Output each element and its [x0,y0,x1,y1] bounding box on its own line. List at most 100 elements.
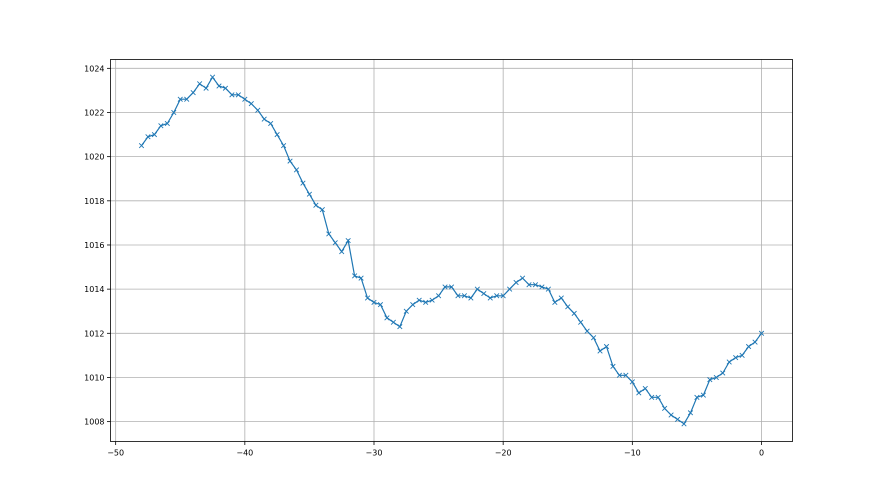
data-point-marker [649,394,655,400]
data-point-marker [197,81,203,87]
y-tick-label: 1016 [84,241,104,250]
data-point-marker [694,394,700,400]
y-tick-label: 1022 [84,108,104,117]
data-point-marker [758,330,765,336]
data-point-marker [655,394,661,400]
axes-frame [110,59,793,442]
data-point-marker [203,85,209,91]
data-point-marker [526,282,532,288]
data-point-marker [339,248,345,255]
data-point-marker [532,282,539,288]
x-tick-label: −50 [107,449,124,458]
data-point-marker [674,416,681,423]
data-point-marker [455,293,461,299]
y-tick-label: 1012 [84,329,104,338]
data-point-marker [752,339,758,345]
data-point-marker [578,319,584,325]
x-axis: −50 −40 −30 −20 −10 0 [107,441,764,458]
data-point-marker [300,180,306,186]
data-point-marker [597,348,603,354]
data-point-marker [435,293,442,299]
data-point-marker [552,299,558,306]
y-axis: 1008 1010 1012 1014 1016 1018 1020 1022 1024 [84,64,111,427]
data-point-marker [662,405,668,411]
data-point-marker [229,92,235,98]
data-point-marker [319,207,325,213]
data-point-marker [184,96,190,102]
data-point-marker [358,275,364,281]
data-point-marker [707,377,713,383]
data-point-marker [287,158,293,164]
data-point-marker [306,191,313,197]
x-tick-label: −30 [366,449,383,458]
data-point-marker [513,279,519,286]
data-point-marker [642,385,648,392]
data-point-marker [416,297,422,303]
data-point-marker [397,324,403,330]
data-point-marker [487,295,493,301]
grid [110,59,793,442]
data-point-marker [222,85,229,91]
y-tick-label: 1008 [84,418,104,427]
data-point-marker [280,142,287,149]
data-point-marker [190,90,196,96]
data-point-marker [261,116,267,122]
data-point-marker [248,101,254,107]
data-point-marker [629,379,635,385]
data-point-marker [519,275,526,281]
data-point-marker [145,134,151,140]
data-point-marker [584,328,590,334]
data-point-marker [442,284,448,290]
data-point-marker [410,301,416,308]
data-point-marker [345,237,351,244]
y-tick-label: 1014 [84,285,104,294]
data-point-marker [590,335,597,341]
data-point-marker [332,240,338,246]
data-point-marker [429,297,435,303]
data-point-marker [687,410,694,416]
data-point-marker [423,299,429,306]
data-point-marker [164,120,170,127]
x-tick-label: −10 [624,449,641,458]
data-point-marker [158,123,164,129]
data-point-marker [171,109,177,116]
data-point-marker [668,412,674,418]
data-point-marker [268,120,274,127]
data-point-marker [481,290,487,297]
y-tick-label: 1020 [84,153,104,162]
data-point-marker [745,343,752,350]
y-tick-label: 1010 [84,373,104,382]
data-point-marker [235,92,241,98]
data-point-marker [352,273,358,279]
data-point-marker [545,286,551,292]
x-tick-label: −40 [236,449,253,458]
data-point-marker [610,363,616,370]
data-point-marker [177,96,183,102]
data-point-marker [448,284,455,290]
data-point-marker [403,308,409,314]
data-point-marker [468,295,474,301]
data-point-marker [151,131,158,138]
data-point-marker [390,319,396,325]
data-point-marker [726,359,732,365]
data-point-marker [500,293,506,299]
data-point-marker [713,374,719,381]
data-point-marker [558,295,564,301]
data-point-marker [571,310,577,317]
data-point-marker [326,231,332,237]
data-point-marker [371,299,377,306]
data-point-marker [138,142,145,149]
y-tick-label: 1018 [84,197,104,206]
data-point-marker [384,315,390,321]
data-point-marker [209,74,216,80]
data-point-marker [364,295,371,301]
data-point-marker [474,286,480,292]
data-point-marker [494,293,500,299]
data-point-marker [539,284,545,290]
data-point-marker [636,390,642,396]
series [138,74,765,427]
data-point-marker [216,83,222,89]
data-point-marker [720,370,726,376]
data-point-marker [377,301,384,308]
x-tick-label: 0 [759,449,764,458]
